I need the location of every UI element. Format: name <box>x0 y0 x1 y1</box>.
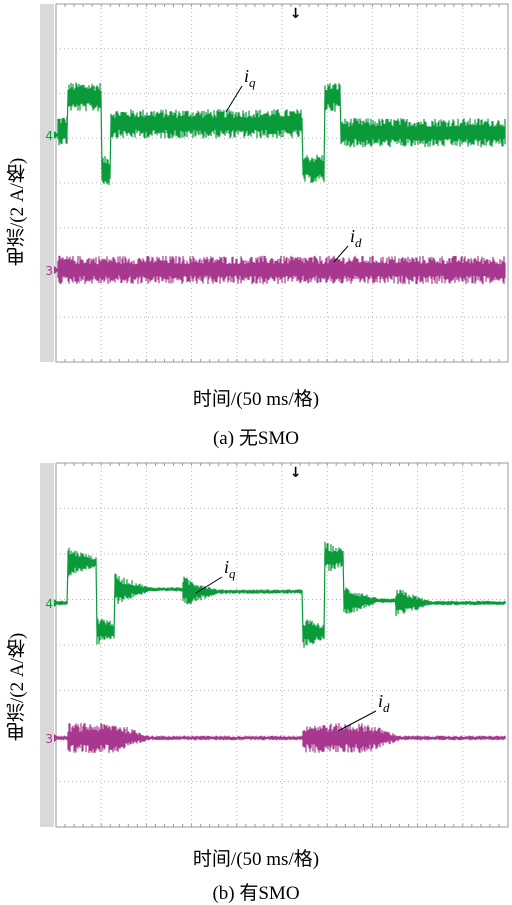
trace-centerline-id <box>57 733 506 744</box>
channel-arrow-4 <box>54 131 59 139</box>
channel-marker-4: 4 <box>45 129 53 143</box>
series-label-id: id <box>378 691 390 715</box>
label-leader-id <box>337 710 377 732</box>
series-label-iq: iq <box>224 557 236 581</box>
y-axis-label: 电流/(2 A/格) <box>7 632 28 741</box>
channel-arrow-3 <box>54 266 59 274</box>
figure-caption: (b) 有SMO <box>212 883 300 904</box>
series-iq: 4 iq <box>45 541 506 648</box>
trace-centerline-iq <box>57 91 506 177</box>
series-id: 3 id <box>45 226 506 285</box>
channel-marker-3: 3 <box>45 732 53 746</box>
channel-arrow-4 <box>54 599 59 607</box>
x-axis-label: 时间/(50 ms/格) <box>192 389 320 410</box>
x-axis-label: 时间/(50 ms/格) <box>192 849 320 870</box>
trigger-marker: ↓ <box>290 465 302 481</box>
scope-bezel <box>40 4 54 362</box>
series-label-iq: iq <box>244 66 256 90</box>
grid <box>55 463 509 827</box>
trace-centerline-iq <box>57 552 506 639</box>
oscilloscope-plot-a: ↓ 4 iq 3 id <box>40 3 509 363</box>
trigger-marker: ↓ <box>290 6 302 22</box>
label-leader-iq <box>195 576 223 594</box>
figure-caption: (a) 无SMO <box>212 428 300 449</box>
label-leader-id <box>333 245 349 263</box>
y-axis-label: 电流/(2 A/格) <box>7 157 28 266</box>
channel-marker-4: 4 <box>45 597 53 611</box>
trace-centerline-id <box>57 263 506 276</box>
series-id: 3 id <box>45 691 506 753</box>
series-iq: 4 iq <box>45 66 506 185</box>
channel-marker-3: 3 <box>45 264 53 278</box>
chart-panel-a: ↓ 4 iq 3 id 电流/(2 A/格) 时间/(50 ms/格) (a) 无SMO <box>0 0 512 450</box>
channel-arrow-3 <box>54 734 59 742</box>
chart-panel-b: ↓ 4 iq 3 id 电流/(2 A/格) 时间/(50 ms/格) (b) 有SMO <box>0 455 512 905</box>
label-leader-iq <box>225 85 243 113</box>
oscilloscope-plot-b: ↓ 4 iq 3 id <box>40 462 509 828</box>
series-label-id: id <box>350 226 362 250</box>
scope-bezel <box>40 463 54 827</box>
